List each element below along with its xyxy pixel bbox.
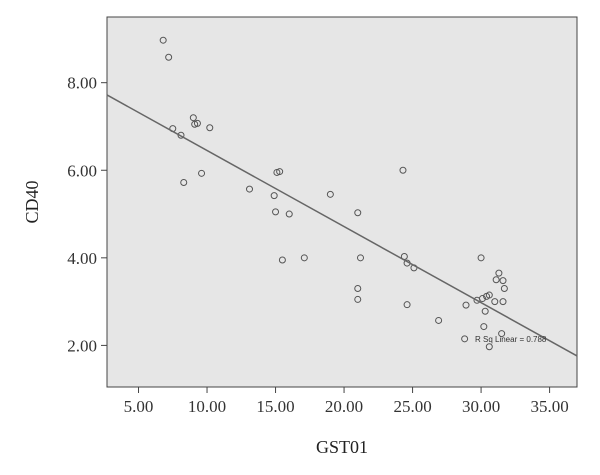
data-point — [246, 185, 254, 193]
data-point — [485, 291, 493, 299]
y-tick-label: 2.00 — [67, 336, 97, 355]
y-tick-label: 6.00 — [67, 161, 97, 180]
data-point — [477, 254, 485, 262]
x-tick-label: 30.00 — [462, 397, 500, 416]
y-tick-label: 4.00 — [67, 249, 97, 268]
data-point — [498, 330, 506, 338]
data-point — [276, 168, 284, 176]
data-point — [481, 307, 489, 315]
x-tick-label: 25.00 — [393, 397, 431, 416]
data-point — [399, 166, 407, 174]
y-axis-label: CD40 — [22, 180, 42, 223]
fit-line — [106, 94, 578, 357]
data-points — [159, 36, 508, 351]
data-point — [492, 276, 500, 284]
data-point — [206, 124, 214, 132]
data-point — [270, 192, 278, 200]
data-point — [300, 254, 308, 262]
data-point — [326, 190, 334, 198]
data-point — [159, 36, 167, 44]
x-tick-label: 35.00 — [530, 397, 568, 416]
data-point — [180, 179, 188, 187]
data-point — [198, 169, 206, 177]
data-point — [499, 298, 507, 306]
data-point — [354, 209, 362, 217]
data-point — [462, 301, 470, 309]
x-tick-label: 15.00 — [256, 397, 294, 416]
data-point — [461, 335, 469, 343]
fit-line-label: R Sq Linear = 0.788 — [475, 335, 547, 344]
y-tick-label: 8.00 — [67, 74, 97, 93]
data-point — [278, 256, 286, 264]
x-tick-label: 20.00 — [325, 397, 363, 416]
data-point — [478, 295, 486, 303]
data-point — [165, 53, 173, 61]
data-point — [356, 254, 364, 262]
axis-ticks: 5.00 10.00 15.00 20.00 25.00 30.00 35.00 2.00 4.… — [67, 74, 568, 416]
data-point — [193, 119, 201, 127]
data-point — [189, 114, 197, 122]
data-point — [435, 316, 443, 324]
data-point — [500, 284, 508, 292]
data-point — [480, 323, 488, 331]
data-point — [499, 277, 507, 285]
plot-area — [106, 16, 578, 388]
x-tick-label: 5.00 — [124, 397, 154, 416]
x-axis-label: GST01 — [316, 437, 368, 457]
data-point — [354, 284, 362, 292]
data-point — [403, 301, 411, 309]
x-tick-label: 10.00 — [188, 397, 226, 416]
data-point — [272, 208, 280, 216]
data-point — [285, 210, 293, 218]
data-point — [177, 131, 185, 139]
data-point — [354, 295, 362, 303]
data-point — [485, 343, 493, 351]
data-point — [495, 269, 503, 277]
data-point — [491, 298, 499, 306]
